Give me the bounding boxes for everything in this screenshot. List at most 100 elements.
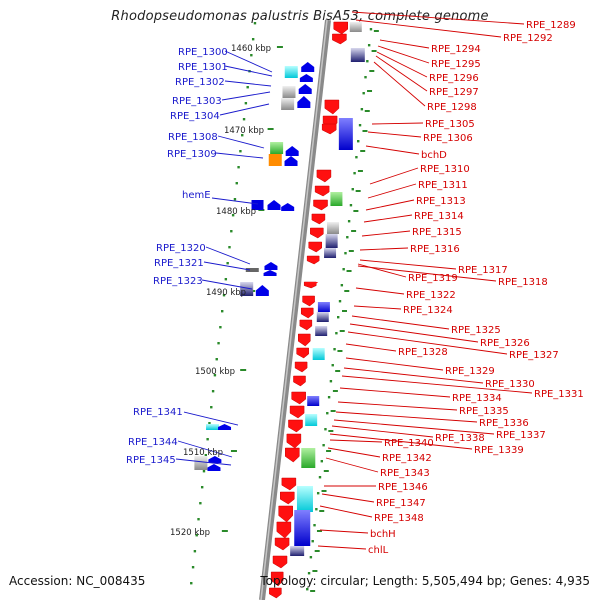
reverse-gene-arrow[interactable]: [298, 84, 312, 94]
forward-gene-arrow[interactable]: [286, 433, 302, 449]
gene-label[interactable]: RPE_1311: [418, 180, 468, 191]
forward-gene-arrow[interactable]: [306, 255, 320, 265]
forward-gene-arrow[interactable]: [278, 505, 293, 523]
forward-gene-arrow[interactable]: [332, 33, 347, 45]
reverse-gene-arrow[interactable]: [207, 464, 221, 471]
reverse-gene-box[interactable]: [206, 424, 220, 430]
reverse-gene-box[interactable]: [251, 200, 264, 210]
gene-label[interactable]: RPE_1314: [414, 211, 464, 222]
reverse-gene-box[interactable]: [284, 66, 298, 78]
reverse-gene-arrow[interactable]: [264, 262, 278, 270]
gene-label[interactable]: RPE_1343: [380, 468, 430, 479]
gene-label[interactable]: RPE_1338: [435, 433, 485, 444]
reverse-gene-box[interactable]: [281, 98, 295, 110]
gene-label[interactable]: RPE_1335: [459, 406, 509, 417]
gene-label[interactable]: RPE_1323: [153, 276, 203, 287]
forward-gene-arrow[interactable]: [314, 185, 330, 197]
gene-label[interactable]: RPE_1331: [534, 389, 584, 400]
gene-label[interactable]: chlL: [368, 545, 389, 556]
gene-label[interactable]: RPE_1313: [416, 196, 466, 207]
gene-label[interactable]: RPE_1306: [423, 133, 473, 144]
gene-label[interactable]: RPE_1308: [168, 132, 218, 143]
gene-label[interactable]: RPE_1342: [382, 453, 432, 464]
reverse-gene-box[interactable]: [282, 86, 296, 98]
gene-label[interactable]: RPE_1329: [445, 366, 495, 377]
reverse-gene-arrow[interactable]: [285, 146, 299, 156]
forward-gene-box[interactable]: [312, 348, 325, 360]
forward-gene-box[interactable]: [307, 396, 320, 406]
forward-gene-box[interactable]: [315, 326, 328, 336]
gene-label[interactable]: RPE_1336: [479, 418, 529, 429]
forward-gene-arrow[interactable]: [313, 199, 328, 211]
gene-label[interactable]: bchH: [370, 529, 396, 540]
forward-gene-arrow[interactable]: [333, 21, 349, 35]
gene-label[interactable]: RPE_1292: [503, 33, 553, 44]
forward-gene-box[interactable]: [317, 302, 330, 312]
forward-gene-arrow[interactable]: [288, 419, 303, 433]
gene-label[interactable]: RPE_1337: [496, 430, 546, 441]
gene-label[interactable]: RPE_1339: [474, 445, 524, 456]
gene-label[interactable]: RPE_1321: [154, 258, 204, 269]
reverse-gene-box[interactable]: [194, 456, 208, 470]
forward-gene-box[interactable]: [294, 510, 311, 546]
forward-gene-box[interactable]: [349, 22, 362, 32]
forward-gene-box[interactable]: [324, 248, 337, 258]
forward-gene-box[interactable]: [296, 486, 313, 512]
forward-gene-arrow[interactable]: [296, 347, 309, 359]
forward-gene-arrow[interactable]: [310, 227, 324, 239]
forward-gene-box[interactable]: [305, 414, 318, 426]
forward-gene-arrow[interactable]: [311, 213, 326, 225]
gene-label[interactable]: RPE_1345: [126, 455, 176, 466]
forward-gene-box[interactable]: [290, 546, 305, 556]
gene-label[interactable]: RPE_1315: [412, 227, 462, 238]
forward-gene-arrow[interactable]: [280, 491, 295, 505]
gene-label[interactable]: RPE_1328: [398, 347, 448, 358]
gene-label[interactable]: RPE_1320: [156, 243, 206, 254]
forward-gene-arrow[interactable]: [308, 241, 322, 253]
forward-gene-box[interactable]: [325, 234, 338, 248]
gene-label[interactable]: hemE: [182, 190, 211, 201]
gene-label[interactable]: RPE_1297: [429, 87, 479, 98]
gene-label[interactable]: RPE_1344: [128, 437, 178, 448]
gene-label[interactable]: RPE_1325: [451, 325, 501, 336]
forward-gene-arrow[interactable]: [321, 123, 337, 135]
forward-gene-arrow[interactable]: [272, 555, 288, 569]
gene-label[interactable]: RPE_1309: [167, 149, 217, 160]
reverse-gene-arrow[interactable]: [263, 270, 277, 276]
gene-label[interactable]: bchD: [421, 150, 447, 161]
forward-gene-arrow[interactable]: [293, 375, 306, 387]
reverse-gene-box[interactable]: [245, 268, 259, 272]
gene-label[interactable]: RPE_1302: [175, 77, 225, 88]
reverse-gene-box[interactable]: [268, 154, 282, 166]
gene-label[interactable]: RPE_1301: [178, 62, 228, 73]
forward-gene-arrow[interactable]: [302, 295, 315, 307]
forward-gene-box[interactable]: [301, 448, 316, 468]
gene-label[interactable]: RPE_1341: [133, 407, 183, 418]
gene-label[interactable]: RPE_1305: [425, 119, 475, 130]
forward-gene-arrow[interactable]: [304, 282, 319, 288]
gene-label[interactable]: RPE_1300: [178, 47, 228, 58]
forward-gene-arrow[interactable]: [299, 319, 313, 331]
forward-gene-arrow[interactable]: [289, 405, 305, 419]
forward-gene-arrow[interactable]: [285, 447, 300, 463]
forward-gene-arrow[interactable]: [276, 521, 292, 539]
forward-gene-arrow[interactable]: [270, 571, 284, 587]
reverse-gene-arrow[interactable]: [284, 156, 298, 166]
forward-gene-arrow[interactable]: [281, 477, 297, 491]
gene-label[interactable]: RPE_1326: [480, 338, 530, 349]
forward-gene-box[interactable]: [316, 312, 329, 322]
gene-label[interactable]: RPE_1334: [452, 393, 502, 404]
reverse-gene-arrow[interactable]: [297, 96, 311, 108]
forward-gene-arrow[interactable]: [269, 587, 282, 599]
gene-label[interactable]: RPE_1303: [172, 96, 222, 107]
gene-label[interactable]: RPE_1319: [408, 273, 458, 284]
gene-label[interactable]: RPE_1289: [526, 20, 576, 31]
gene-label[interactable]: RPE_1327: [509, 350, 559, 361]
gene-label[interactable]: RPE_1346: [378, 482, 428, 493]
forward-gene-arrow[interactable]: [316, 169, 332, 183]
gene-label[interactable]: RPE_1347: [376, 498, 426, 509]
reverse-gene-arrow[interactable]: [301, 62, 315, 72]
gene-label[interactable]: RPE_1324: [403, 305, 453, 316]
gene-label[interactable]: RPE_1330: [485, 379, 535, 390]
